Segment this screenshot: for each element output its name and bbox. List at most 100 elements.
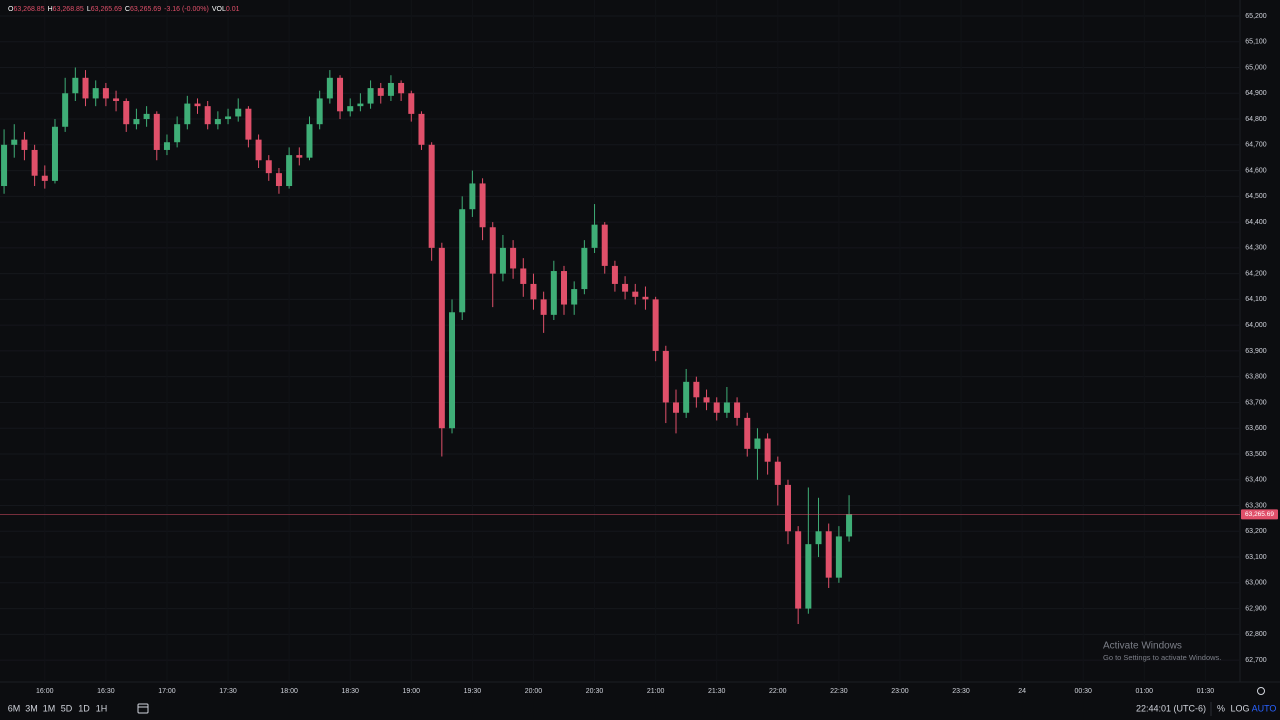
watermark-subtitle: Go to Settings to activate Windows.	[1103, 653, 1221, 662]
watermark-title: Activate Windows	[1103, 641, 1182, 652]
y-tick-label: 65,000	[1245, 64, 1267, 71]
scale-option[interactable]: %	[1217, 703, 1225, 713]
ohlc-value: 63,265.69	[91, 6, 122, 13]
candle-body	[672, 402, 679, 413]
ohlc-change: -3.16 (-0.00%)	[164, 6, 209, 13]
range-button[interactable]: 1M	[43, 703, 56, 713]
x-tick-label: 18:00	[280, 688, 298, 695]
last-price-label: 63,265.69	[1245, 511, 1274, 518]
candle-body	[245, 108, 252, 140]
range-button[interactable]: 6M	[8, 703, 21, 713]
x-tick-label: 19:30	[464, 688, 482, 695]
candle-body	[642, 296, 649, 300]
candle-body	[683, 381, 690, 413]
x-tick-label: 23:30	[952, 688, 970, 695]
ohlc-key: H	[48, 6, 53, 13]
candle-body	[204, 106, 211, 125]
candle-body	[744, 417, 751, 449]
scale-option[interactable]: LOG	[1230, 703, 1249, 713]
candle-body	[113, 98, 120, 101]
y-tick-label: 63,000	[1245, 580, 1267, 587]
candle-body	[662, 350, 669, 403]
x-tick-label: 00:30	[1074, 688, 1092, 695]
candle-body	[357, 103, 364, 107]
settings-icon[interactable]	[1257, 687, 1265, 695]
candle-body	[571, 289, 578, 305]
scale-option[interactable]: AUTO	[1252, 703, 1277, 713]
ohlc-header: O63,268.85 H63,268.85 L63,265.69 C63,265.69…	[8, 6, 240, 13]
candle-body	[347, 106, 354, 112]
y-tick-label: 63,600	[1245, 425, 1267, 432]
candle-body	[561, 271, 568, 305]
candle-body	[764, 438, 771, 462]
candle-body	[102, 88, 109, 99]
candle-body	[326, 77, 333, 99]
candle-body	[11, 139, 18, 145]
y-tick-label: 63,100	[1245, 554, 1267, 561]
candle-body	[72, 77, 79, 94]
candle-body	[846, 514, 853, 537]
y-tick-label: 64,800	[1245, 116, 1267, 123]
candle-body	[21, 139, 28, 150]
candle-body	[194, 103, 201, 107]
x-tick-label: 17:00	[158, 688, 176, 695]
x-tick-label: 16:00	[36, 688, 54, 695]
y-tick-label: 62,800	[1245, 631, 1267, 638]
y-tick-label: 64,200	[1245, 270, 1267, 277]
range-button[interactable]: 5D	[61, 703, 73, 713]
candle-body	[62, 93, 69, 127]
candle-body	[550, 271, 557, 315]
candle-body	[489, 227, 496, 274]
y-tick-label: 65,200	[1245, 13, 1267, 20]
candle-body	[774, 461, 781, 485]
y-tick-label: 64,100	[1245, 296, 1267, 303]
candle-body	[184, 103, 191, 125]
candle-body	[143, 113, 150, 120]
x-tick-label: 23:00	[891, 688, 909, 695]
candle-body	[703, 397, 710, 403]
y-tick-label: 63,300	[1245, 502, 1267, 509]
y-tick-label: 63,400	[1245, 477, 1267, 484]
candle-body	[581, 247, 588, 290]
x-tick-label: 21:30	[708, 688, 726, 695]
calendar-icon[interactable]	[137, 703, 149, 714]
candle-body	[713, 402, 720, 413]
x-tick-label: 21:00	[647, 688, 665, 695]
candle-body	[652, 299, 659, 351]
candle-body	[784, 484, 791, 532]
candle-body	[398, 82, 405, 94]
candle-body	[611, 265, 618, 284]
y-tick-label: 64,700	[1245, 142, 1267, 149]
range-button[interactable]: 1D	[78, 703, 90, 713]
ohlc-value: 63,268.85	[53, 6, 84, 13]
x-tick-label: 22:00	[769, 688, 787, 695]
range-button[interactable]: 1H	[96, 703, 108, 713]
candle-body	[82, 77, 89, 99]
y-tick-label: 64,500	[1245, 193, 1267, 200]
y-tick-label: 63,800	[1245, 374, 1267, 381]
candle-body	[225, 116, 232, 120]
y-tick-label: 63,700	[1245, 399, 1267, 406]
x-tick-label: 19:00	[403, 688, 421, 695]
candle-body	[438, 247, 445, 429]
candle-body	[734, 402, 741, 418]
candle-body	[296, 155, 303, 158]
candle-body	[153, 113, 160, 150]
x-tick-label: 17:30	[219, 688, 237, 695]
candle-body	[214, 119, 221, 125]
candle-body	[632, 291, 639, 297]
range-button[interactable]: 3M	[25, 703, 38, 713]
candle-body	[540, 299, 547, 315]
candle-body	[815, 531, 822, 545]
candle-body	[835, 536, 842, 578]
calendar-icon-body[interactable]	[137, 703, 149, 714]
x-tick-label: 01:30	[1197, 688, 1215, 695]
x-tick-label: 24	[1018, 688, 1026, 695]
y-tick-label: 64,300	[1245, 245, 1267, 252]
y-tick-label: 64,400	[1245, 219, 1267, 226]
candle-body	[428, 144, 435, 248]
candle-body	[499, 247, 506, 274]
